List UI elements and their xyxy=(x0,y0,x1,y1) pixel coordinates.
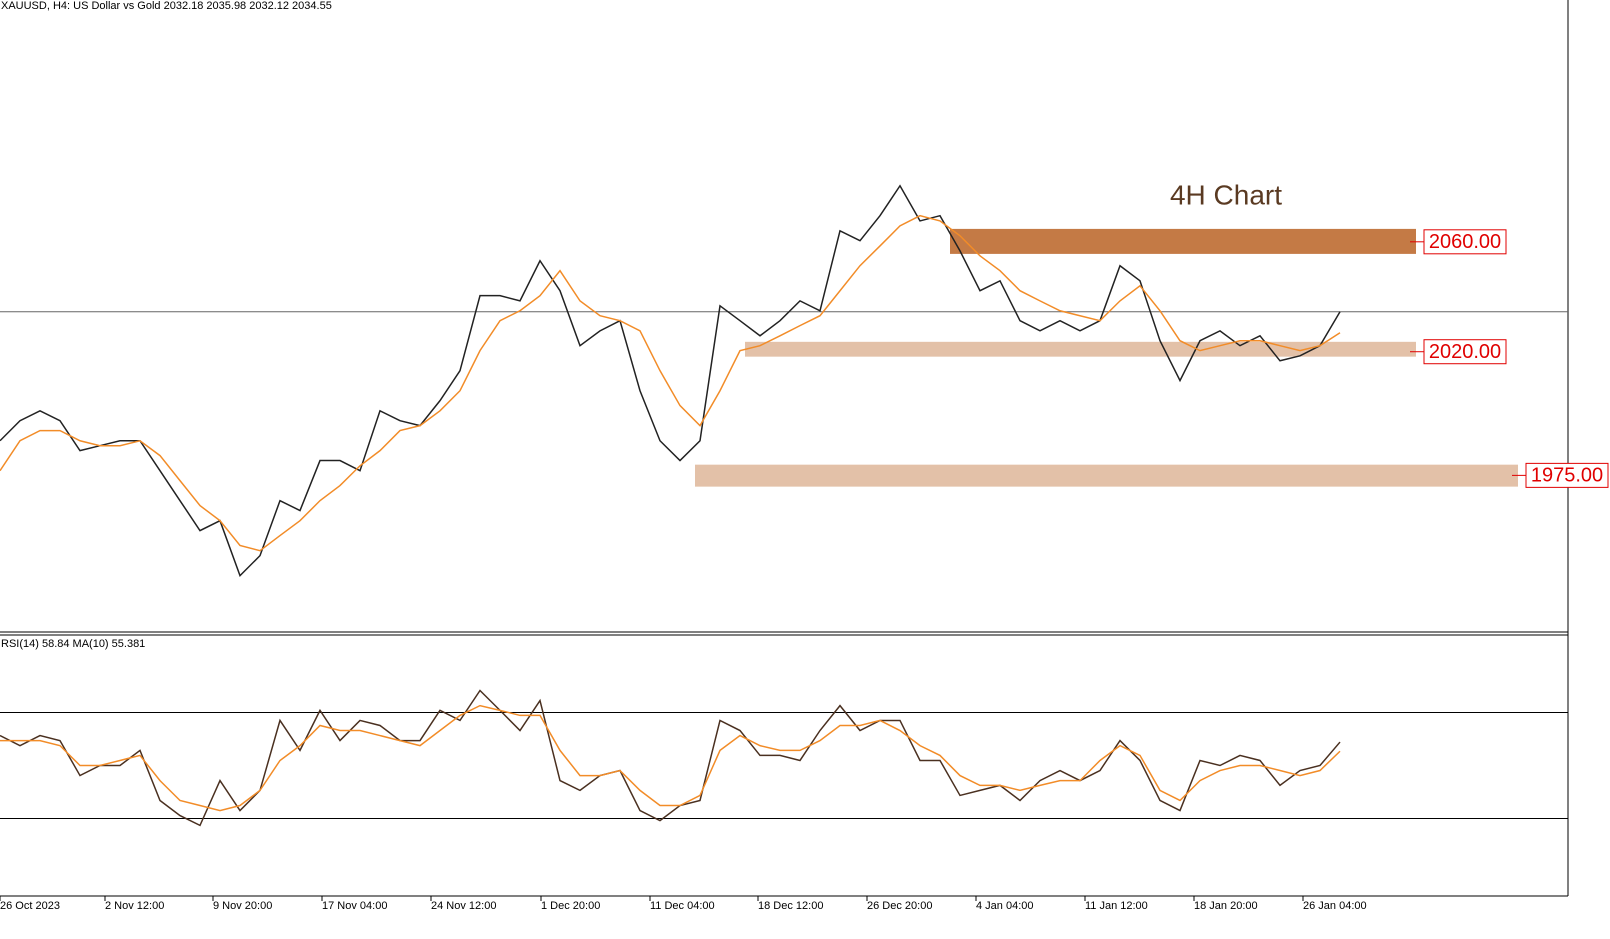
x-tick-label: 9 Nov 20:00 xyxy=(213,900,272,912)
series-line xyxy=(0,184,1341,578)
panel-title: XAUUSD, H4: US Dollar vs Gold 2032.18 20… xyxy=(1,0,332,12)
annotation: 4H Chart xyxy=(1170,179,1282,210)
x-tick-label: 24 Nov 12:00 xyxy=(431,900,496,912)
x-tick-label: 17 Nov 04:00 xyxy=(322,900,387,912)
level-label-box xyxy=(1423,229,1507,255)
series-line xyxy=(0,704,1341,812)
x-tick-label: 11 Dec 04:00 xyxy=(650,900,715,912)
level-label: 2020.00 xyxy=(1429,341,1501,363)
zone xyxy=(745,341,1416,357)
series-line xyxy=(0,689,1341,827)
level-label-box xyxy=(1525,462,1609,488)
x-tick-label: 18 Dec 12:00 xyxy=(758,900,823,912)
x-tick-label: 26 Jan 04:00 xyxy=(1303,900,1367,912)
x-tick-label: 18 Jan 20:00 xyxy=(1194,900,1258,912)
x-tick-label: 26 Oct 2023 xyxy=(0,900,60,912)
level-label-box xyxy=(1423,339,1507,365)
x-tick-label: 1 Dec 20:00 xyxy=(541,900,600,912)
series-line xyxy=(0,214,1341,552)
x-tick-label: 2 Nov 12:00 xyxy=(105,900,164,912)
panel-title: RSI(14) 58.84 MA(10) 55.381 xyxy=(1,638,145,650)
zone xyxy=(950,228,1416,254)
zone xyxy=(695,464,1518,487)
x-tick-label: 4 Jan 04:00 xyxy=(976,900,1034,912)
x-tick-label: 11 Jan 12:00 xyxy=(1085,900,1148,912)
level-label: 1975.00 xyxy=(1531,465,1603,487)
level-label: 2060.00 xyxy=(1429,231,1501,253)
x-tick-label: 26 Dec 20:00 xyxy=(867,900,932,912)
